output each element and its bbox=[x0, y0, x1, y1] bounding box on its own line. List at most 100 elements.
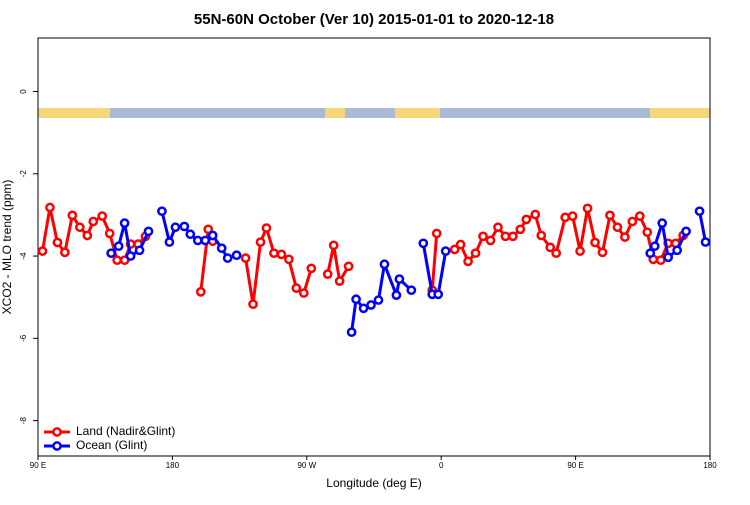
point bbox=[192, 235, 203, 246]
point bbox=[391, 290, 402, 300]
point bbox=[590, 237, 600, 248]
point bbox=[157, 206, 167, 217]
point bbox=[575, 246, 585, 256]
point bbox=[655, 255, 666, 266]
point bbox=[291, 283, 302, 293]
point bbox=[463, 256, 473, 267]
legend-label: Land (Nadir&Glint) bbox=[76, 424, 175, 438]
point bbox=[536, 230, 547, 241]
point bbox=[406, 285, 417, 296]
point bbox=[478, 231, 488, 242]
point bbox=[394, 274, 405, 284]
point bbox=[67, 210, 78, 221]
x-tick-label: 180 bbox=[703, 461, 717, 470]
point bbox=[379, 259, 390, 270]
point bbox=[334, 276, 345, 286]
x-tick-label: 0 bbox=[439, 461, 444, 470]
point bbox=[681, 226, 691, 237]
legend-marker bbox=[52, 441, 62, 451]
point bbox=[642, 227, 653, 238]
plot-frame bbox=[37, 37, 711, 457]
point bbox=[45, 202, 55, 213]
point bbox=[649, 241, 660, 252]
point bbox=[485, 235, 496, 246]
point bbox=[634, 211, 645, 221]
point bbox=[143, 226, 154, 237]
point bbox=[240, 253, 251, 263]
point bbox=[298, 288, 309, 298]
point bbox=[125, 251, 136, 261]
point bbox=[164, 237, 175, 247]
point bbox=[455, 239, 466, 250]
point bbox=[328, 240, 339, 251]
point bbox=[322, 269, 333, 280]
point bbox=[74, 222, 85, 233]
point bbox=[97, 211, 108, 221]
point bbox=[358, 303, 369, 314]
point bbox=[200, 235, 211, 246]
point bbox=[255, 237, 266, 247]
legend-marker bbox=[52, 427, 62, 437]
y-tick-label: -6 bbox=[19, 334, 28, 342]
point bbox=[418, 238, 429, 249]
map-strip bbox=[38, 108, 710, 118]
point bbox=[343, 261, 354, 272]
point bbox=[207, 230, 218, 241]
point bbox=[261, 223, 272, 233]
point bbox=[470, 248, 481, 259]
point bbox=[521, 214, 532, 225]
point bbox=[612, 222, 623, 233]
point bbox=[645, 248, 656, 259]
point bbox=[582, 203, 593, 214]
point bbox=[545, 242, 556, 253]
point bbox=[248, 299, 258, 310]
point bbox=[113, 241, 124, 252]
point bbox=[672, 245, 682, 256]
point bbox=[515, 224, 526, 235]
point bbox=[346, 327, 357, 338]
point bbox=[306, 263, 317, 274]
point bbox=[216, 243, 227, 254]
point bbox=[700, 237, 711, 247]
point bbox=[195, 286, 206, 297]
point bbox=[119, 218, 130, 228]
x-tick-label: 90 W bbox=[297, 461, 316, 470]
point bbox=[170, 222, 181, 233]
x-tick-label: 90 E bbox=[567, 461, 583, 470]
legend-label: Ocean (Glint) bbox=[76, 438, 147, 452]
point bbox=[284, 254, 294, 265]
chart-title: 55N-60N October (Ver 10) 2015-01-01 to 2… bbox=[194, 11, 554, 28]
point bbox=[433, 289, 444, 300]
point bbox=[52, 237, 63, 248]
point bbox=[627, 216, 638, 227]
point bbox=[620, 232, 630, 242]
y-tick-label: -2 bbox=[19, 170, 28, 178]
point bbox=[269, 248, 279, 259]
point bbox=[366, 300, 376, 310]
point bbox=[567, 211, 578, 221]
point bbox=[37, 246, 48, 256]
point bbox=[530, 209, 541, 220]
point bbox=[440, 246, 451, 256]
x-tick-label: 90 E bbox=[30, 461, 46, 470]
point bbox=[551, 248, 562, 259]
point bbox=[185, 229, 196, 240]
point bbox=[449, 244, 460, 255]
point bbox=[493, 222, 503, 233]
y-tick-label: -8 bbox=[19, 417, 28, 425]
point bbox=[112, 255, 122, 266]
x-axis-title: Longitude (deg E) bbox=[326, 476, 421, 490]
point bbox=[231, 250, 242, 261]
point bbox=[88, 216, 99, 227]
point bbox=[104, 228, 115, 239]
point bbox=[597, 247, 608, 258]
point bbox=[179, 221, 190, 232]
y-tick-label: -4 bbox=[19, 252, 28, 260]
point bbox=[373, 295, 384, 305]
point bbox=[351, 294, 361, 305]
point bbox=[134, 245, 145, 256]
point bbox=[106, 248, 117, 259]
point bbox=[560, 212, 570, 223]
point bbox=[500, 231, 511, 242]
